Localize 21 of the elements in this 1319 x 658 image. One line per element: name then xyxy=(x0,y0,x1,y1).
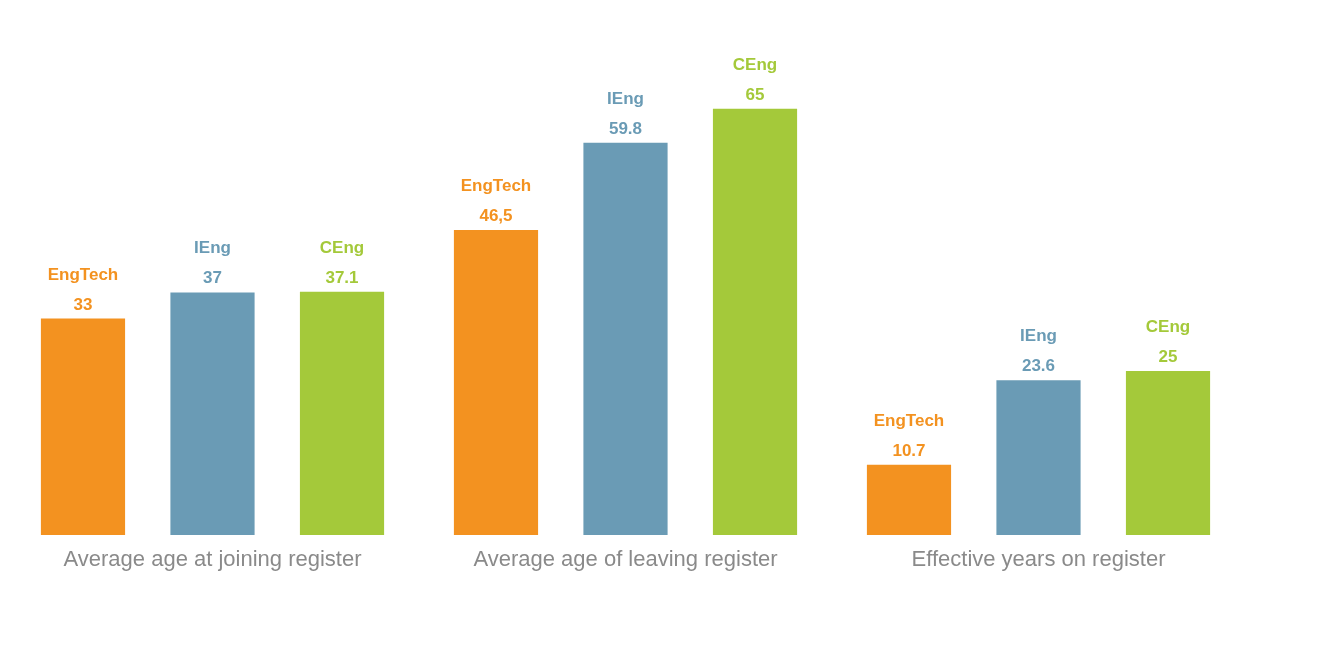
x-tick-label: CEng xyxy=(319,237,365,257)
text: Average age at joining register xyxy=(63,546,362,571)
data-label: 46,5 xyxy=(479,206,513,226)
data-label: 37 xyxy=(203,268,222,288)
x-tick-label: IEng xyxy=(194,238,231,258)
x-tick-label: EngTech xyxy=(460,176,532,196)
data-label: 33 xyxy=(73,294,93,314)
x-tick-label: IEng xyxy=(607,88,644,108)
x-tick-label: CEng xyxy=(732,54,778,74)
x-tick-label: CEng xyxy=(1145,317,1191,337)
data-label: 10.7 xyxy=(892,440,926,460)
text: Effective years on register xyxy=(911,546,1166,571)
text: Average age of leaving register xyxy=(473,546,778,571)
data-label: 59.8 xyxy=(608,118,643,138)
data-label: 25 xyxy=(1158,347,1178,367)
data-label: 65 xyxy=(745,84,765,104)
data-label: 37.1 xyxy=(325,267,359,287)
x-tick-label: EngTech xyxy=(873,410,945,430)
x-tick-label: IEng xyxy=(1020,326,1057,346)
data-label: 23.6 xyxy=(1021,356,1056,376)
x-tick-label: EngTech xyxy=(47,264,119,284)
